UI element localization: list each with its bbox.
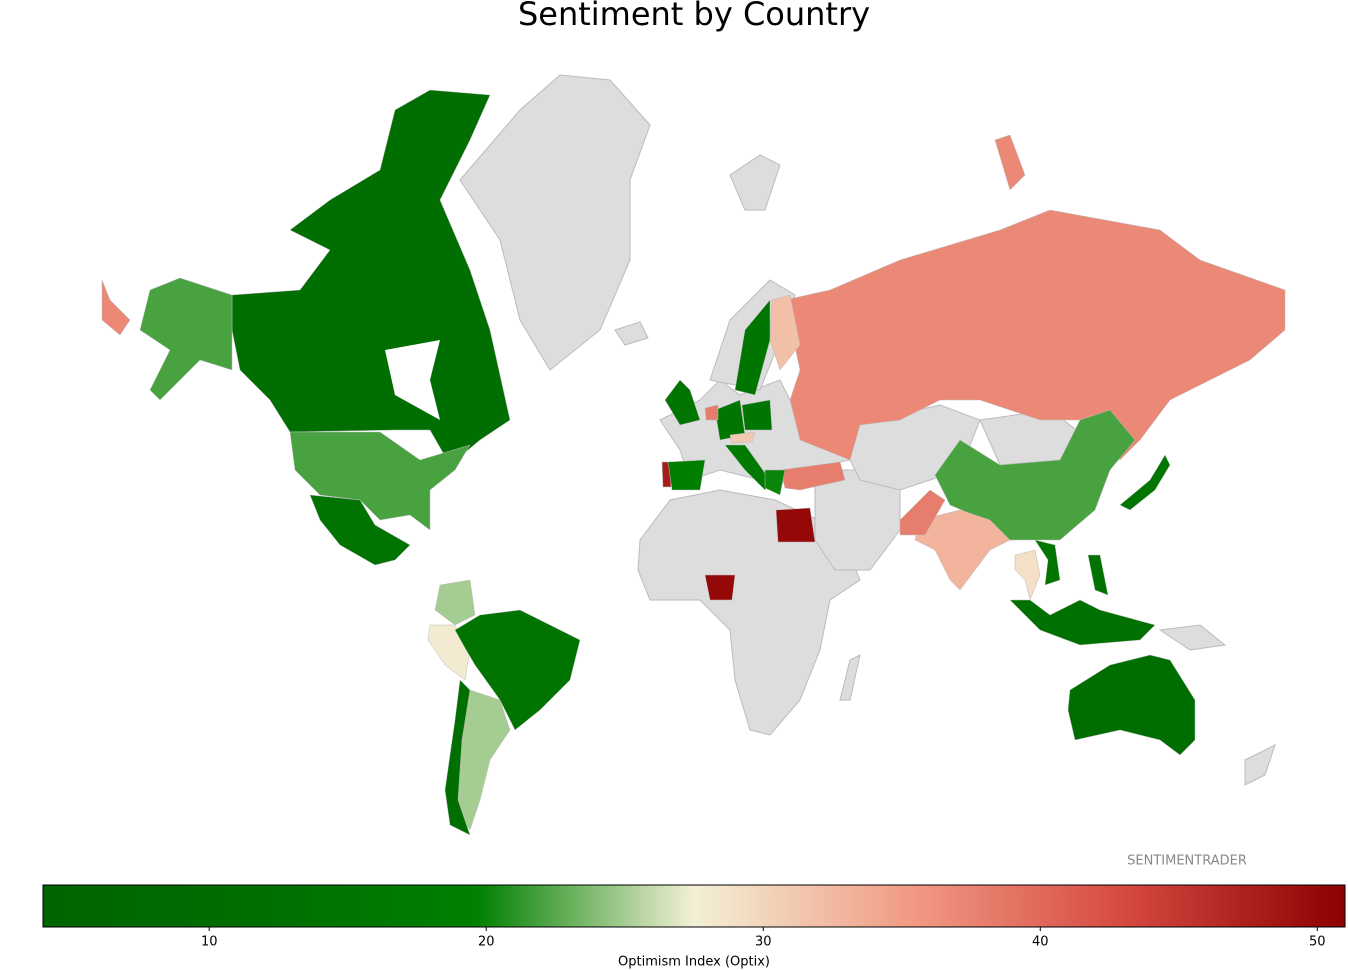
country [729, 431, 756, 444]
country [444, 679, 471, 836]
country [784, 209, 1286, 461]
colorbar-tick-label: 20 [478, 935, 495, 950]
country [1009, 599, 1156, 646]
country [1067, 654, 1196, 756]
country [775, 507, 816, 543]
land [459, 74, 651, 371]
watermark: SENTIMENTRADER [1127, 854, 1247, 869]
country [309, 494, 411, 566]
country [899, 489, 946, 536]
country [427, 624, 471, 681]
regions [101, 89, 1286, 836]
country [769, 294, 801, 371]
land [729, 154, 781, 211]
country [994, 134, 1026, 191]
country [704, 574, 736, 601]
country [664, 379, 701, 426]
colorbar-tick-label: 40 [1032, 935, 1049, 950]
country [667, 459, 706, 491]
country [1119, 454, 1171, 511]
country [454, 609, 581, 731]
country [289, 431, 471, 531]
colorbar-tick-label: 30 [755, 935, 772, 950]
land [637, 489, 861, 736]
colorbar [42, 884, 1346, 928]
land [1244, 744, 1276, 786]
country [914, 509, 1011, 591]
country [734, 299, 771, 396]
land [614, 321, 649, 346]
country [741, 399, 773, 431]
country [1087, 554, 1109, 596]
chart-title: Sentiment by Country [518, 0, 870, 33]
colorbar-tick-label: 10 [201, 935, 218, 950]
bay [385, 340, 440, 420]
country [454, 689, 511, 831]
land [839, 654, 861, 701]
land [1158, 624, 1227, 651]
country [779, 461, 846, 491]
country [704, 404, 719, 421]
colorbar-label: Optimism Index (Optix) [618, 955, 770, 970]
country [1014, 549, 1041, 601]
country [1034, 539, 1061, 586]
country [434, 579, 476, 626]
country [139, 277, 233, 401]
country [764, 469, 786, 496]
country [231, 89, 511, 466]
colorbar-tick-label: 50 [1309, 935, 1326, 950]
country [101, 279, 131, 336]
